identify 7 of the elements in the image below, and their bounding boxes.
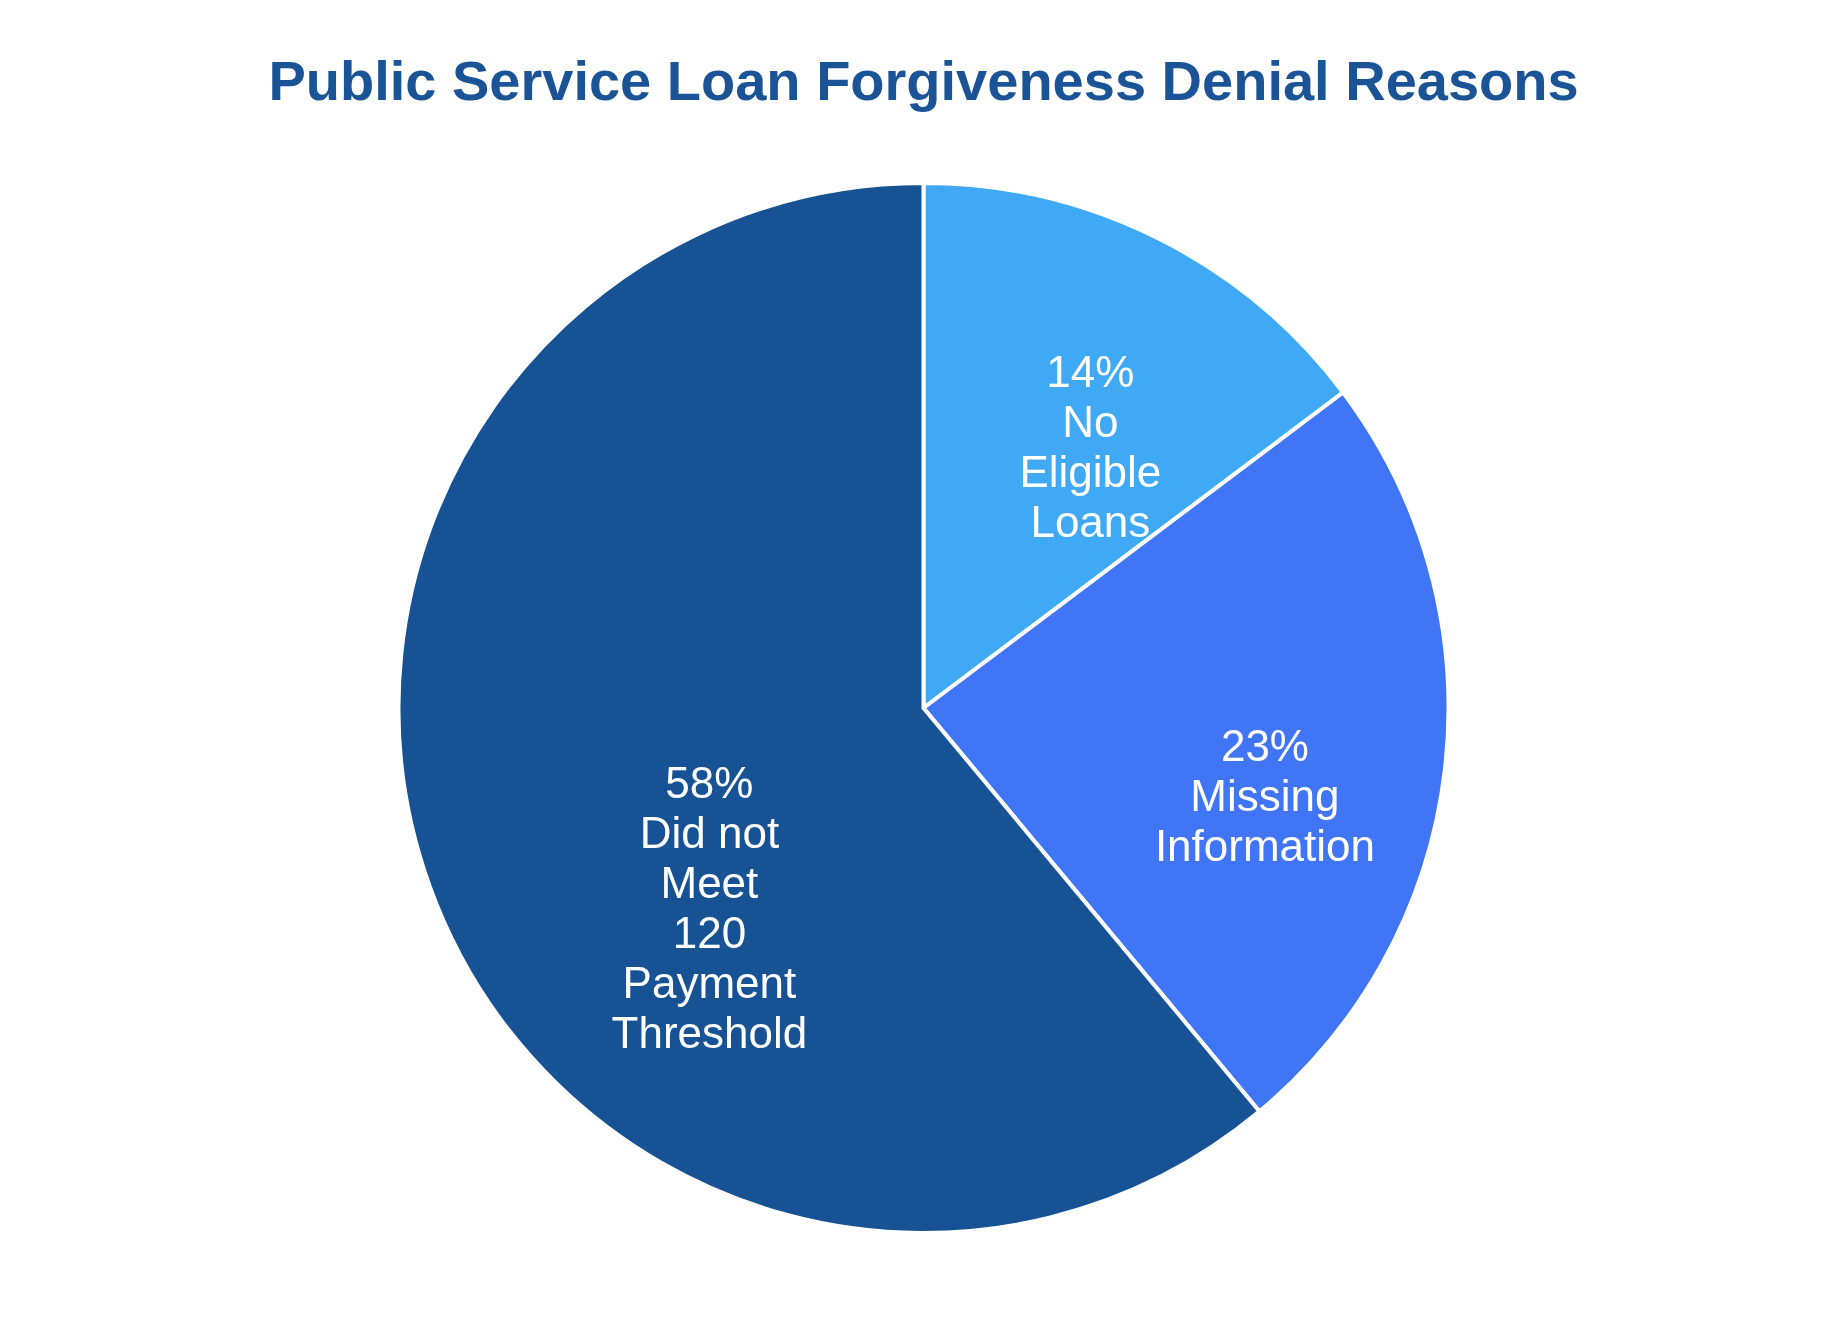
slice-label: Missing Information (1154, 770, 1375, 870)
chart-title: Public Service Loan Forgiveness Denial Reasons (268, 49, 1579, 112)
data-label: 23% (1220, 720, 1309, 770)
data-label: 58% (665, 758, 754, 808)
data-label: 14% (1046, 346, 1135, 396)
slice-label: Did not Meet 120 Payment Threshold (611, 808, 808, 1058)
slice-label: No Eligible Loans (1019, 396, 1162, 546)
